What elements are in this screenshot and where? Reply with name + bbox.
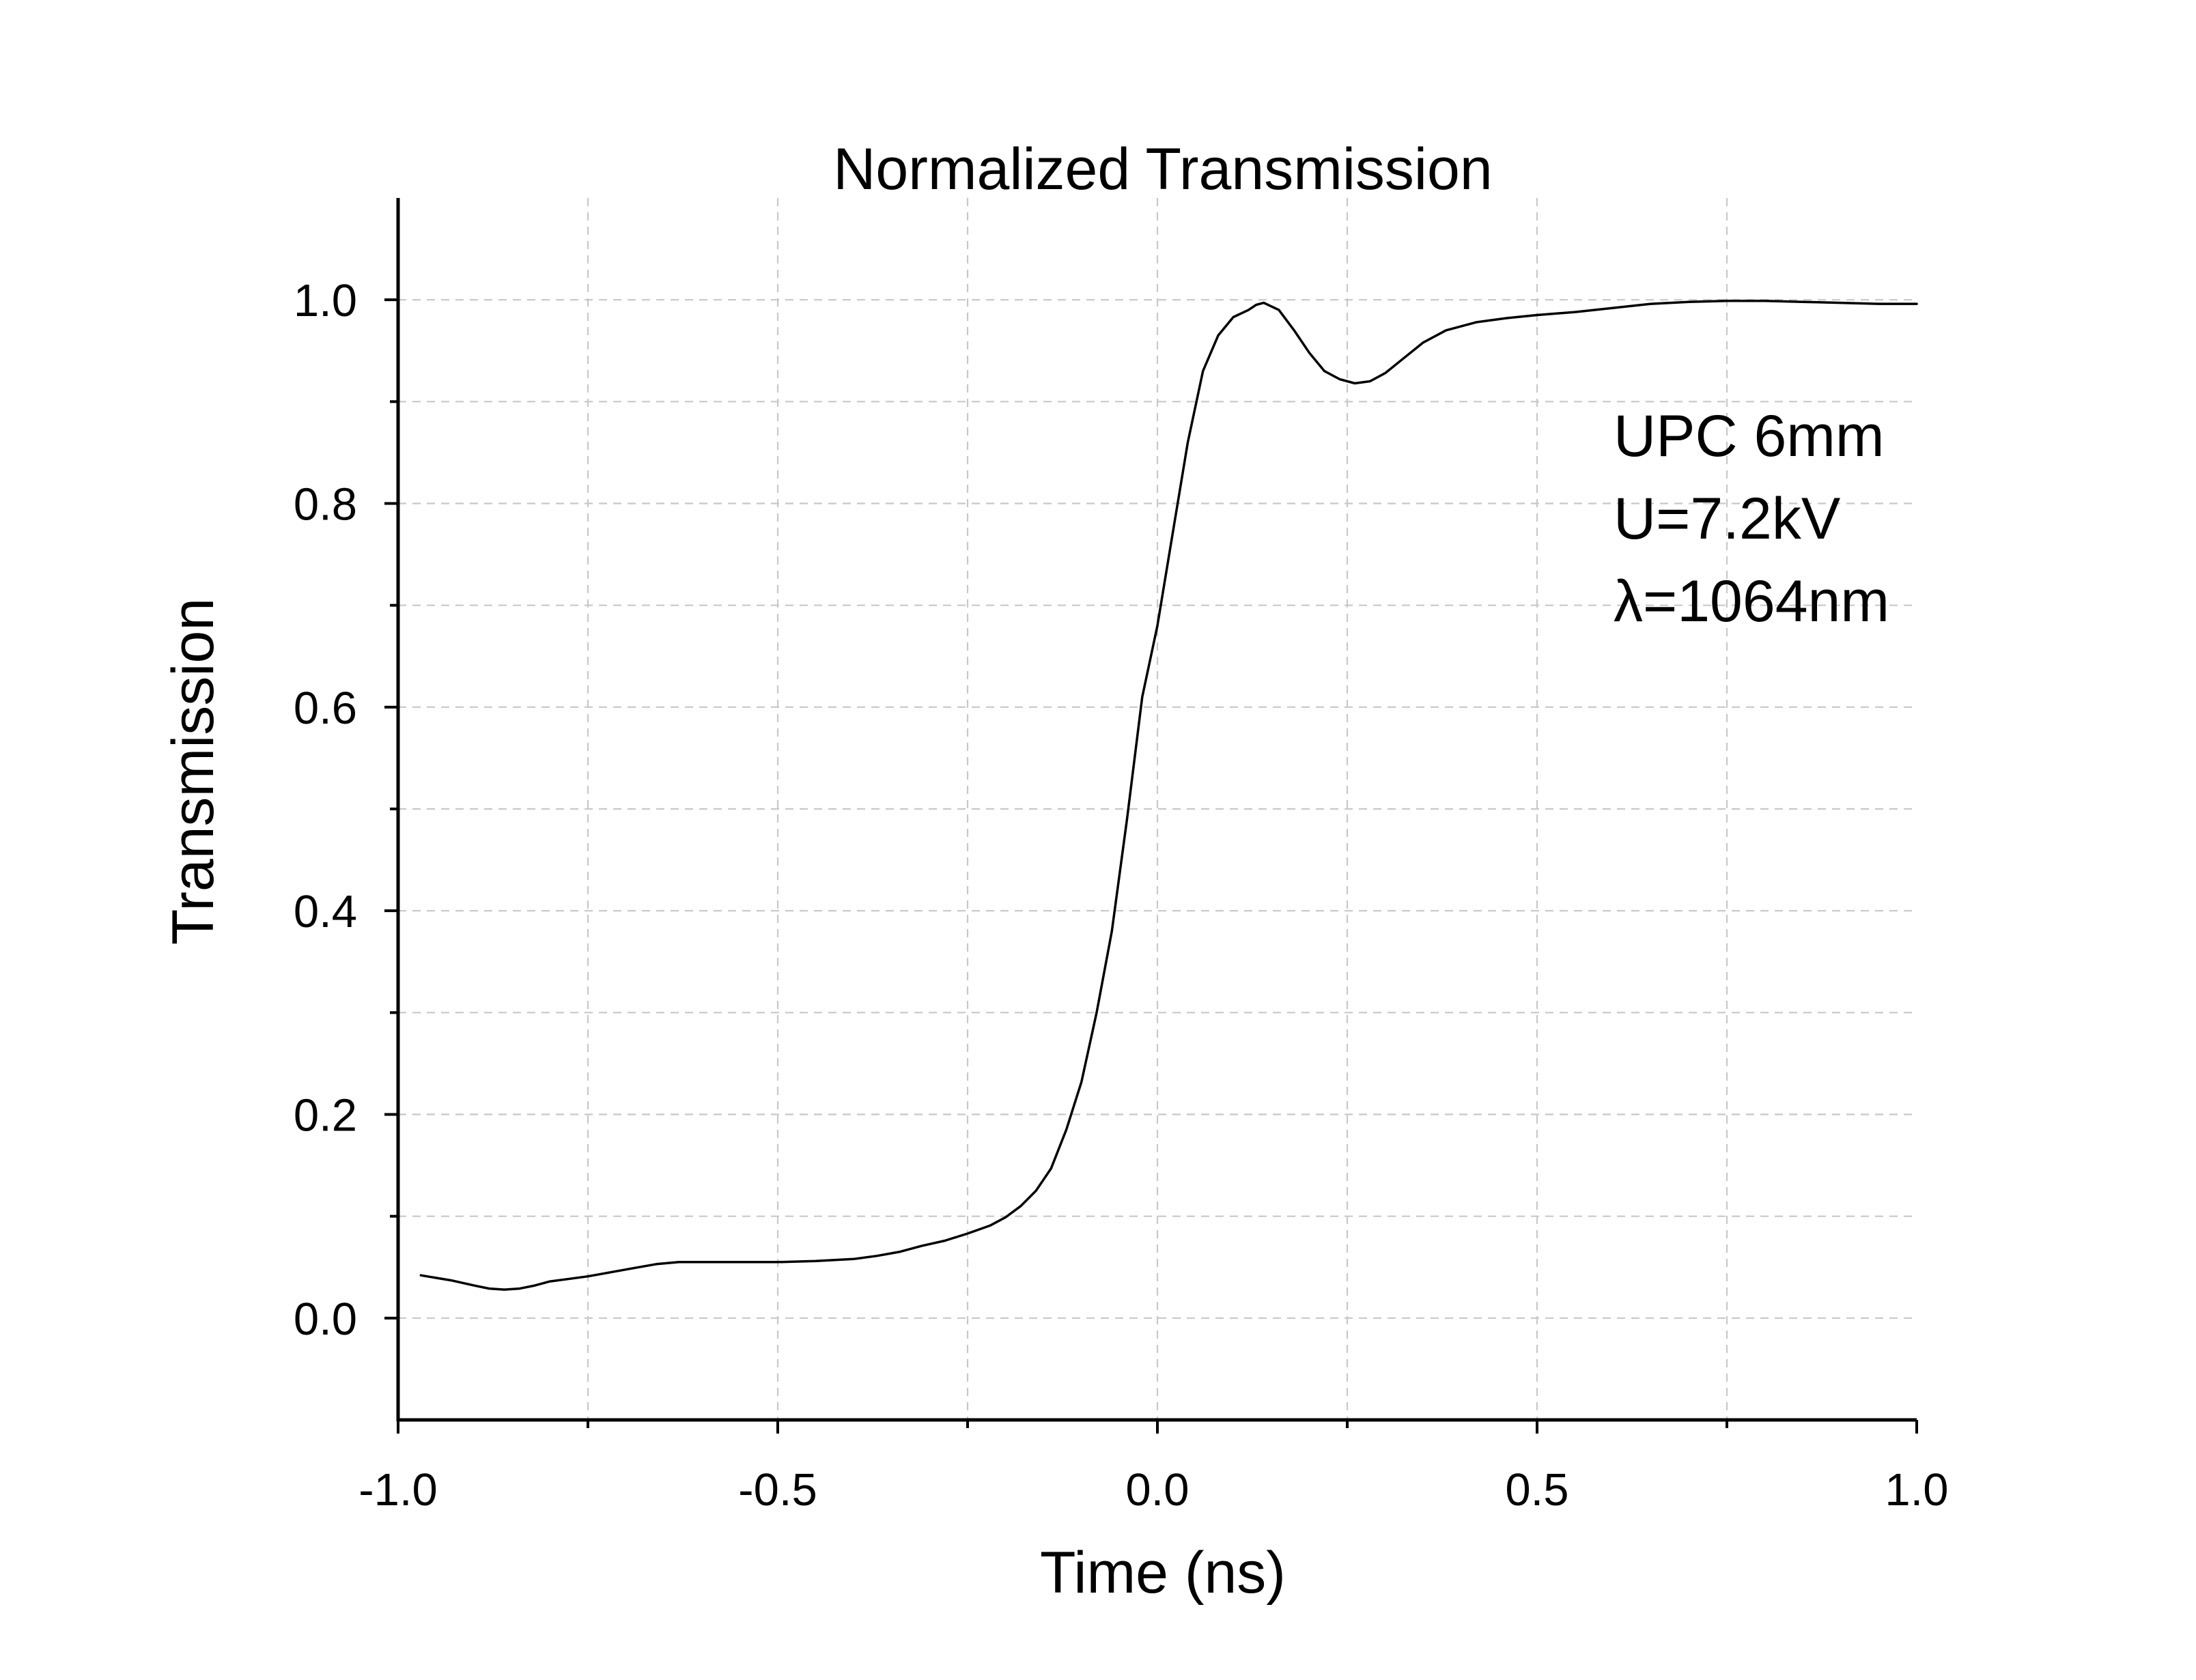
transmission-series-line: [419, 299, 1918, 1291]
x-tick-label: 0.0: [1125, 1464, 1189, 1515]
chart-title: Normalized Transmission: [833, 137, 1492, 202]
x-axis-label: Time (ns): [1040, 1540, 1286, 1606]
annotation-block: UPC 6mm U=7.2kV λ=1064nm: [1614, 403, 1889, 634]
gridlines: [398, 198, 1917, 1420]
tick-labels: -1.0 -0.5 0.0 0.5 1.0 0.0 0.2 0.4 0.6 0.8 1.0: [294, 275, 1949, 1515]
series-layer: [419, 299, 1918, 1291]
x-tick-label: 1.0: [1885, 1464, 1948, 1515]
y-tick-label: 1.0: [294, 275, 357, 326]
axes: [384, 198, 1918, 1434]
annotation-wavelength: λ=1064nm: [1614, 569, 1889, 634]
y-tick-label: 0.6: [294, 683, 357, 734]
x-tick-label: -0.5: [738, 1464, 817, 1515]
annotation-voltage: U=7.2kV: [1614, 486, 1840, 552]
annotation-device: UPC 6mm: [1614, 403, 1885, 469]
y-tick-label: 0.0: [294, 1294, 357, 1345]
y-tick-label: 0.8: [294, 479, 357, 530]
x-tick-label: 0.5: [1505, 1464, 1568, 1515]
x-tick-label: -1.0: [358, 1464, 437, 1515]
y-tick-label: 0.4: [294, 886, 357, 937]
y-axis-label: Transmission: [160, 598, 226, 945]
y-tick-label: 0.2: [294, 1090, 357, 1141]
